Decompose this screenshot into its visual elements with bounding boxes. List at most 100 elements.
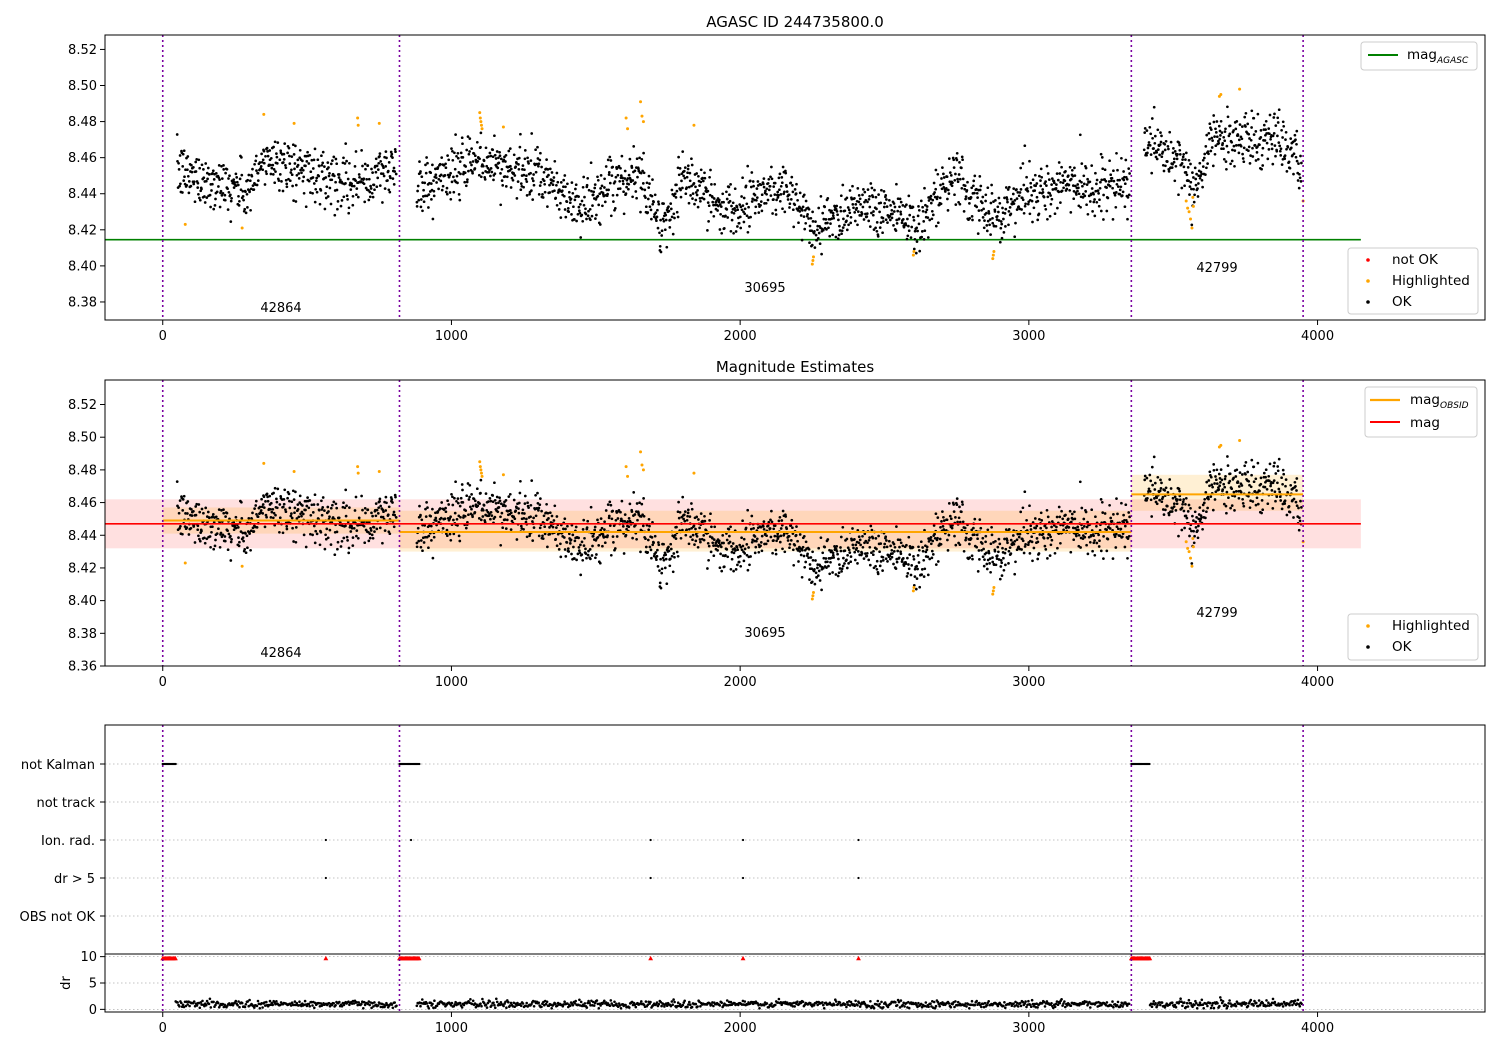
ok-point <box>507 495 510 498</box>
ok-point <box>675 526 678 529</box>
ok-point <box>998 538 1001 541</box>
ok-point <box>780 185 783 188</box>
ok-point <box>1124 546 1127 549</box>
ok-point <box>1206 162 1209 165</box>
ok-point <box>237 184 240 187</box>
ok-point <box>730 230 733 233</box>
ok-point <box>756 537 759 540</box>
ok-point <box>195 170 198 173</box>
ok-point <box>1008 528 1011 531</box>
ok-point <box>355 187 358 190</box>
ok-point <box>494 499 497 502</box>
ok-point <box>1197 182 1200 185</box>
ok-point <box>585 552 588 555</box>
ok-point <box>719 553 722 556</box>
ok-point <box>879 565 882 568</box>
ok-point <box>886 221 889 224</box>
ok-point <box>723 565 726 568</box>
ok-point <box>491 494 494 497</box>
ok-point <box>985 563 988 566</box>
ok-point <box>877 573 880 576</box>
ok-point <box>634 169 637 172</box>
ok-point <box>1101 156 1104 159</box>
ok-point <box>1079 206 1082 209</box>
ok-point <box>274 487 277 490</box>
ok-point <box>371 515 374 518</box>
ok-point <box>754 535 757 538</box>
ok-point <box>1036 219 1039 222</box>
ok-point <box>238 545 241 548</box>
ok-point <box>1046 509 1049 512</box>
ok-point <box>832 551 835 554</box>
ok-point <box>997 211 1000 214</box>
ok-point <box>750 528 753 531</box>
ok-point <box>675 196 678 199</box>
ok-point <box>878 211 881 214</box>
ok-point <box>767 524 770 527</box>
ok-point <box>1029 212 1032 215</box>
ok-point <box>541 534 544 537</box>
ok-point <box>1077 187 1080 190</box>
ok-point <box>1046 557 1049 560</box>
ok-point <box>205 180 208 183</box>
y-tick-label: 8.38 <box>68 627 97 642</box>
ok-point <box>1231 504 1234 507</box>
ok-point <box>466 178 469 181</box>
ok-point <box>660 572 663 575</box>
ok-point <box>179 154 182 157</box>
ok-point <box>801 549 804 552</box>
ok-point <box>819 579 822 582</box>
ok-point <box>1300 162 1303 165</box>
ok-point <box>1074 174 1077 177</box>
ok-point <box>889 545 892 548</box>
ok-point <box>484 178 487 181</box>
ok-point <box>1006 539 1009 542</box>
ok-point <box>917 205 920 208</box>
ok-point <box>657 543 660 546</box>
ok-point <box>745 184 748 187</box>
ok-point <box>1024 202 1027 205</box>
ok-point <box>361 509 364 512</box>
ok-point <box>795 192 798 195</box>
ok-point <box>288 155 291 158</box>
ok-point <box>896 561 899 564</box>
ok-point <box>581 220 584 223</box>
ok-point <box>952 503 955 506</box>
ok-point <box>921 206 924 209</box>
ok-point <box>1241 498 1244 501</box>
highlighted-point <box>262 462 265 465</box>
ok-point <box>540 166 543 169</box>
ok-point <box>594 556 597 559</box>
ok-point <box>1038 552 1041 555</box>
ok-point <box>523 168 526 171</box>
ok-point <box>1076 526 1079 529</box>
ok-point <box>1043 537 1046 540</box>
ok-point <box>923 187 926 190</box>
ok-point <box>697 518 700 521</box>
ok-point <box>883 546 886 549</box>
ok-point <box>1250 474 1253 477</box>
ok-point <box>1189 185 1192 188</box>
ok-point <box>579 236 582 239</box>
ok-point <box>1150 172 1153 175</box>
ok-point <box>236 181 239 184</box>
ok-point <box>510 511 513 514</box>
ok-point <box>1093 198 1096 201</box>
ok-point <box>1201 179 1204 182</box>
ok-point <box>817 237 820 240</box>
ok-point <box>331 159 334 162</box>
ok-point <box>998 543 1001 546</box>
ok-point <box>1022 526 1025 529</box>
ok-point <box>295 526 298 529</box>
ok-point <box>379 160 382 163</box>
ok-point <box>430 539 433 542</box>
ok-point <box>1279 150 1282 153</box>
ok-point <box>251 175 254 178</box>
ok-point <box>973 192 976 195</box>
ok-point <box>485 492 488 495</box>
highlighted-point <box>378 122 381 125</box>
ok-point <box>1300 180 1303 183</box>
ok-point <box>894 546 897 549</box>
ok-point <box>817 547 820 550</box>
ok-point <box>1153 456 1156 459</box>
